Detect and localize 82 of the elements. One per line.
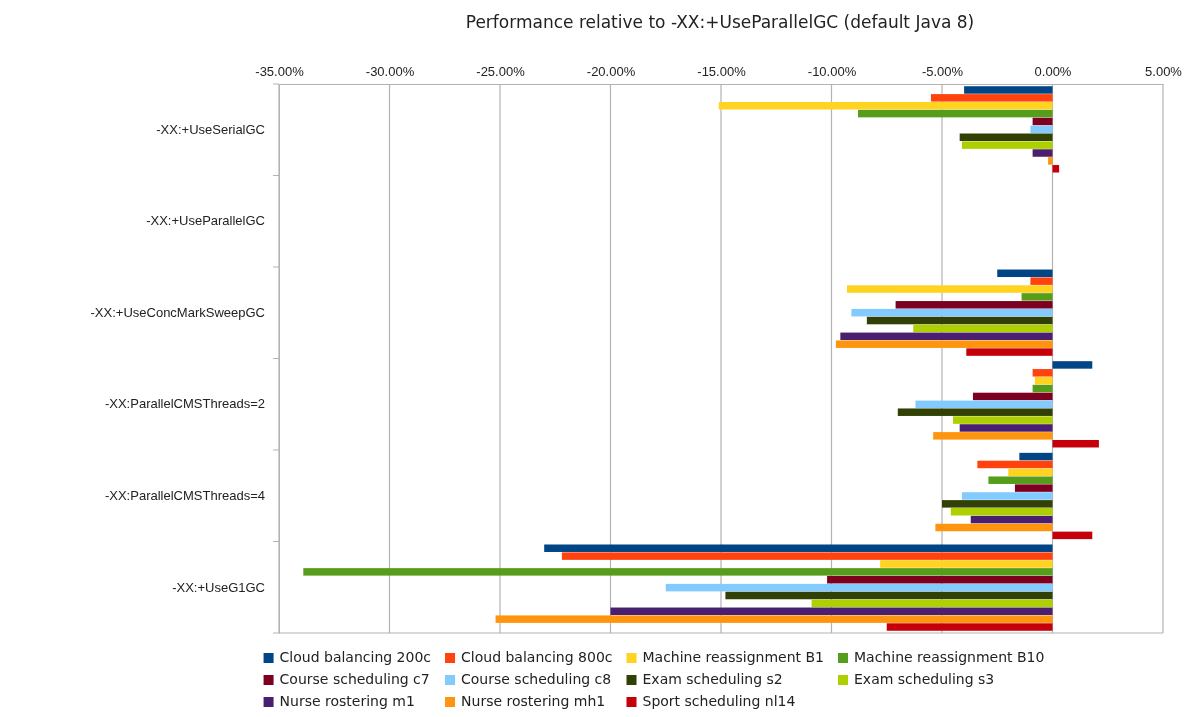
bar	[1032, 369, 1053, 377]
legend-label: Machine reassignment B10	[854, 649, 1045, 665]
bar	[1032, 117, 1053, 126]
legend-label: Exam scheduling s2	[642, 671, 783, 687]
bar	[1021, 293, 1053, 301]
bar	[1008, 468, 1053, 477]
legend-label: Nurse rostering mh1	[461, 693, 606, 709]
bar	[840, 332, 1053, 341]
bar	[1034, 376, 1053, 385]
bar	[1052, 439, 1099, 448]
legend-label: Exam scheduling s3	[854, 671, 995, 687]
bar	[950, 508, 1053, 516]
y-tick-label: -XX:+UseConcMarkSweepGC	[90, 304, 265, 320]
legend-label: Sport scheduling nl14	[642, 693, 796, 709]
bar	[827, 576, 1053, 584]
bar	[930, 94, 1053, 102]
x-tick-label: -20.00%	[586, 64, 636, 79]
bar	[846, 285, 1053, 293]
x-tick-label: -30.00%	[365, 64, 415, 79]
bar	[544, 544, 1053, 552]
bar	[1052, 361, 1093, 369]
bar	[970, 515, 1053, 524]
bar	[933, 432, 1053, 440]
bar	[977, 460, 1053, 469]
bar	[880, 560, 1053, 568]
bar	[1052, 165, 1060, 173]
bar	[858, 109, 1053, 118]
legend-label: Course scheduling c7	[279, 671, 430, 687]
bar	[935, 523, 1053, 532]
bar	[959, 133, 1053, 141]
y-tick-label: -XX:ParallelCMSThreads=2	[104, 396, 265, 412]
bar	[811, 599, 1053, 608]
bar	[866, 316, 1053, 325]
x-tick-label: -15.00%	[697, 64, 747, 79]
bar	[988, 476, 1053, 484]
y-tick-label: -XX:+UseSerialGC	[156, 121, 265, 137]
bar	[718, 101, 1053, 110]
legend-label: Nurse rostering m1	[279, 693, 415, 709]
x-tick-label: -5.00%	[921, 64, 964, 79]
bar	[913, 324, 1053, 333]
y-tick-label: -XX:ParallelCMSThreads=4	[104, 488, 265, 504]
bar	[972, 392, 1053, 401]
bar	[964, 86, 1053, 94]
bar	[997, 269, 1053, 278]
legend-label: Cloud balancing 200c	[279, 649, 432, 665]
bar	[1032, 149, 1053, 157]
bar	[942, 500, 1053, 508]
bar	[961, 492, 1053, 500]
bar	[915, 400, 1053, 409]
bar	[1030, 277, 1053, 285]
bar	[495, 615, 1053, 623]
x-tick-label: 5.00%	[1145, 64, 1183, 79]
bar	[953, 416, 1053, 424]
bar	[851, 308, 1053, 317]
x-tick-label: -35.00%	[255, 64, 305, 79]
chart-title: Performance relative to -XX:+UseParallelGC (default Java 8)	[465, 12, 975, 32]
y-tick-label: -XX:+UseG1GC	[172, 579, 265, 595]
bar	[561, 552, 1053, 560]
x-tick-label: -10.00%	[807, 64, 857, 79]
bar	[961, 141, 1053, 149]
bar	[886, 623, 1053, 631]
bar	[1030, 125, 1053, 134]
bar	[1032, 384, 1053, 393]
legend-label: Cloud balancing 800c	[461, 649, 613, 665]
bar	[966, 348, 1053, 356]
bar	[1052, 531, 1093, 540]
bar	[897, 408, 1053, 416]
bar	[1014, 484, 1053, 492]
bar	[303, 568, 1053, 576]
bar	[725, 591, 1053, 600]
bar	[959, 424, 1053, 432]
legend-label: Course scheduling c8	[461, 671, 612, 687]
legend-label: Machine reassignment B1	[642, 649, 825, 665]
bar	[665, 583, 1053, 592]
bar	[895, 301, 1053, 309]
x-tick-label: -25.00%	[476, 64, 526, 79]
bar	[1019, 452, 1053, 461]
y-tick-label: -XX:+UseParallelGC	[146, 213, 265, 229]
bar	[835, 340, 1053, 348]
bar	[1048, 157, 1053, 165]
x-tick-label: 0.00%	[1034, 64, 1072, 79]
bar	[610, 607, 1053, 616]
